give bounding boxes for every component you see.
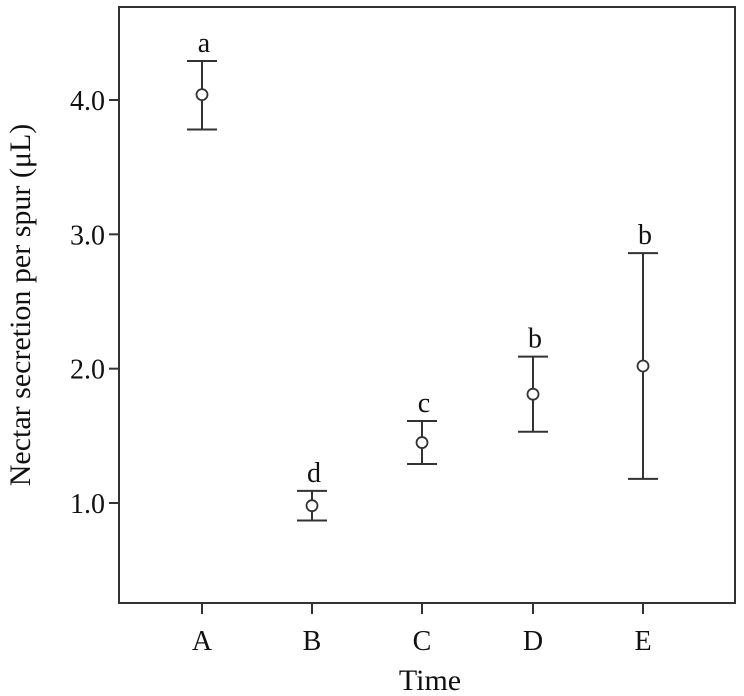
- y-tick-label: 3.0: [70, 220, 105, 251]
- x-tick-label: A: [192, 626, 213, 657]
- x-tick-label: E: [634, 626, 651, 657]
- y-axis: 1.0 2.0 3.0 4.0: [70, 86, 119, 520]
- data-point: [305, 499, 319, 513]
- significance-letter: b: [528, 324, 542, 355]
- y-tick-label: 1.0: [70, 489, 105, 520]
- x-axis: A B C D E: [192, 603, 652, 657]
- y-axis-title: Nectar secretion per spur (μL): [4, 124, 37, 487]
- y-tick-label: 2.0: [70, 355, 105, 386]
- x-tick-label: D: [523, 626, 543, 657]
- data-point: [526, 387, 540, 401]
- x-tick-label: C: [413, 626, 432, 657]
- significance-letter: b: [638, 220, 652, 251]
- significance-letter: a: [198, 28, 211, 59]
- y-tick-label: 4.0: [70, 86, 105, 117]
- data-point: [636, 359, 650, 373]
- significance-letter: d: [307, 458, 321, 489]
- plot-frame: [118, 6, 736, 604]
- x-tick-label: B: [303, 626, 322, 657]
- x-axis-title: Time: [399, 664, 461, 696]
- data-marks: a d c b b: [187, 28, 658, 522]
- data-point: [415, 436, 429, 449]
- data-point: [195, 88, 209, 102]
- significance-letter: c: [418, 388, 430, 419]
